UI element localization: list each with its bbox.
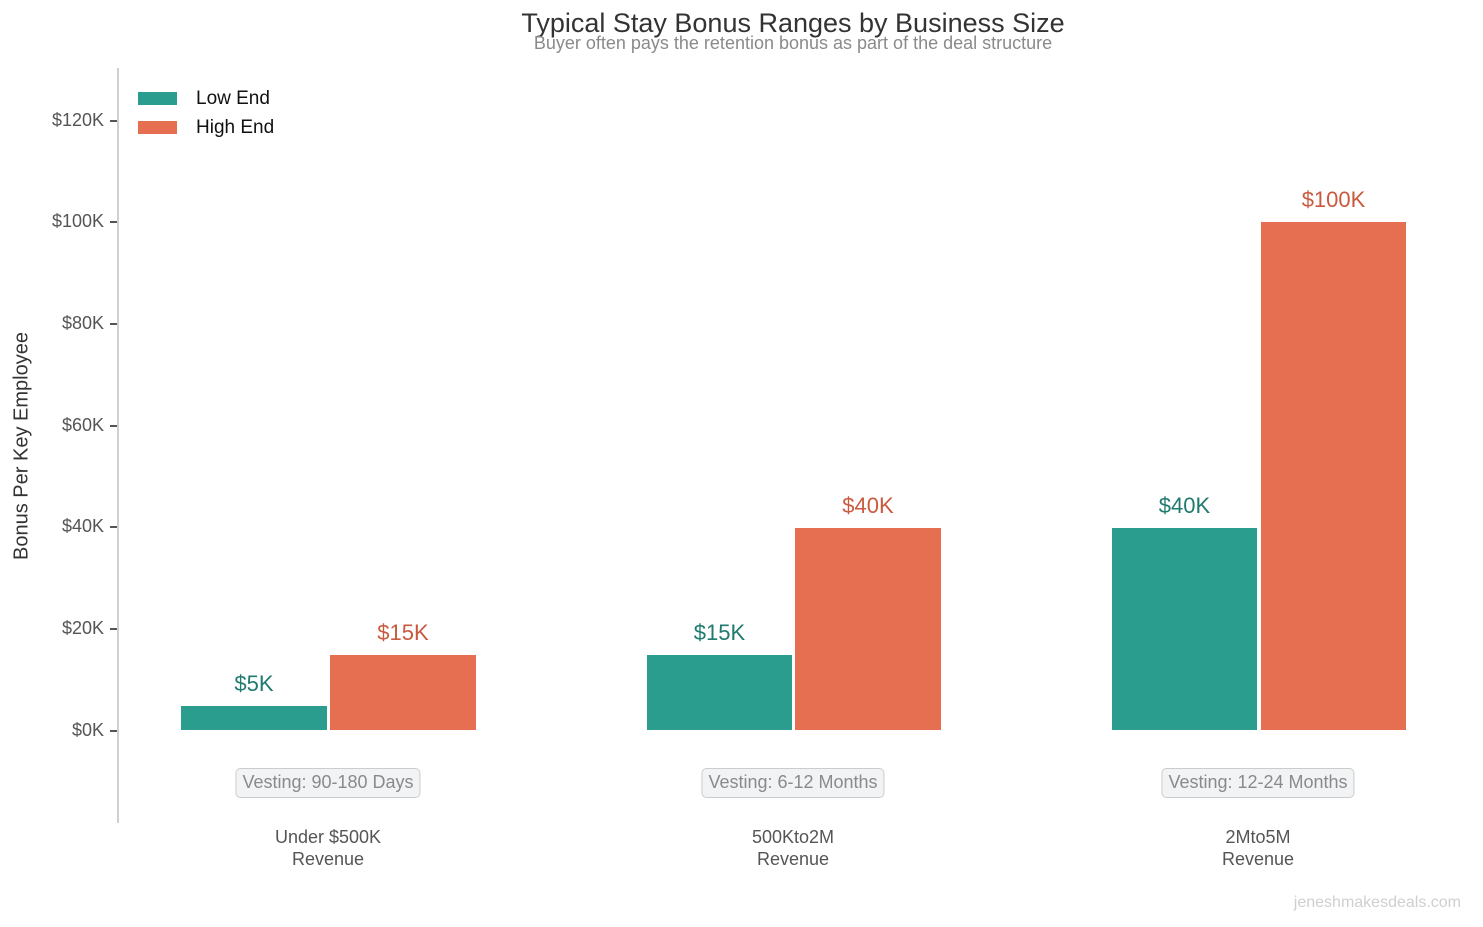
y-tick-label: $80K: [61, 313, 104, 333]
legend-swatch-low-end: [138, 92, 177, 105]
watermark: jeneshmakesdeals.com: [1293, 894, 1461, 911]
y-tick: [110, 730, 117, 732]
legend-swatch-high-end: [138, 121, 177, 134]
legend-item-high-end: High End: [138, 113, 274, 142]
legend-item-low-end: Low End: [138, 84, 274, 113]
legend-label-high-end: High End: [196, 116, 275, 138]
x-category-label: Under $500K Revenue: [275, 826, 381, 870]
bar-low-end-2m-5m: [1112, 528, 1257, 730]
vesting-annotation: Vesting: 6-12 Months: [701, 768, 885, 798]
x-category-label: 500Kto2M Revenue: [752, 826, 834, 870]
y-tick-label: $120K: [51, 110, 104, 130]
y-tick: [110, 120, 117, 122]
y-axis-spine: [117, 68, 119, 823]
bar-high-end-under-500k: [330, 655, 476, 730]
y-tick: [110, 628, 117, 630]
bar-low-end-500k-2m: [647, 655, 792, 730]
y-tick-label: $0K: [71, 720, 104, 740]
vesting-annotation: Vesting: 12-24 Months: [1161, 768, 1355, 798]
legend: Low End High End: [138, 84, 274, 142]
y-tick: [110, 526, 117, 528]
vesting-annotation: Vesting: 90-180 Days: [235, 768, 421, 798]
value-label-high-end: $100K: [1301, 187, 1366, 212]
y-tick: [110, 323, 117, 325]
bar-high-end-500k-2m: [795, 528, 941, 730]
value-label-low-end: $15K: [693, 620, 746, 645]
y-tick: [110, 425, 117, 427]
x-category-line1: 500Kto2M: [751, 827, 835, 847]
value-label-low-end: $5K: [234, 671, 274, 696]
chart-subtitle: Buyer often pays the retention bonus as …: [533, 33, 1053, 53]
value-label-high-end: $40K: [842, 493, 894, 518]
x-category-line2: Revenue: [756, 849, 830, 869]
y-tick-label: $40K: [61, 516, 104, 536]
value-label-high-end: $15K: [377, 620, 429, 645]
x-category-line2: Revenue: [1221, 849, 1295, 869]
bar-high-end-2m-5m: [1261, 222, 1406, 730]
chart-title: Typical Stay Bonus Ranges by Business Si…: [521, 8, 1065, 38]
y-tick: [110, 221, 117, 223]
value-label-low-end: $40K: [1158, 493, 1211, 518]
y-tick-label: $60K: [61, 415, 104, 435]
y-tick-label: $20K: [61, 618, 104, 638]
x-category-line1: 2Mto5M: [1225, 827, 1291, 847]
x-category-line2: Revenue: [291, 849, 365, 869]
bar-low-end-under-500k: [181, 706, 327, 730]
x-category-line1: Under $500K: [274, 827, 382, 847]
x-category-label: 2Mto5M Revenue: [1222, 826, 1294, 870]
y-tick-label: $100K: [51, 211, 104, 231]
legend-label-low-end: Low End: [196, 87, 270, 109]
